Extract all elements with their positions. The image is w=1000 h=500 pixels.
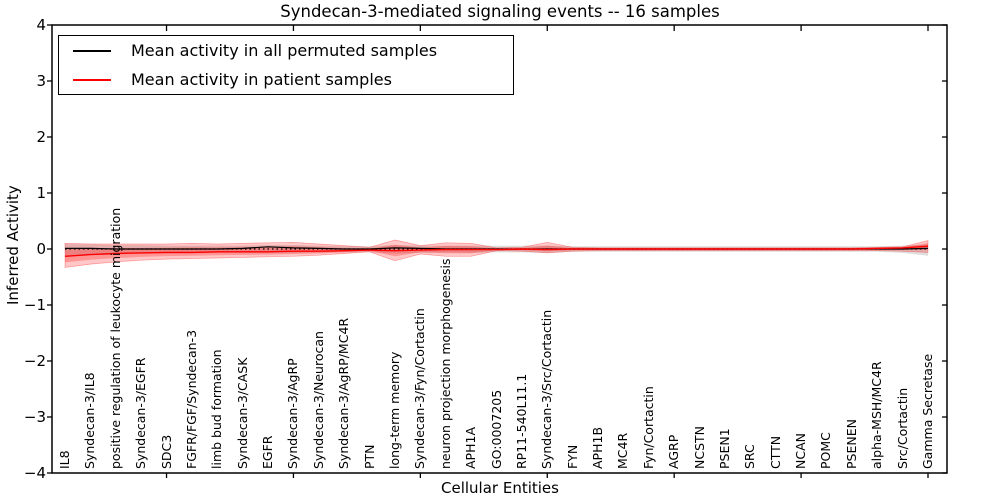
x-category-label: Syndecan-3/AgRP/MC4R xyxy=(336,317,352,469)
permuted-line-swatch xyxy=(73,49,111,52)
x-category-label: Src/Cortactin xyxy=(894,387,910,469)
x-category-label: neuron projection morphogenesis xyxy=(437,258,453,469)
x-category-label: positive regulation of leukocyte migrati… xyxy=(107,207,123,469)
x-category-label: APH1A xyxy=(463,427,479,469)
y-tick-label: −4 xyxy=(23,464,46,482)
x-category-label: EGFR xyxy=(260,435,276,469)
legend-label-permuted: Mean activity in all permuted samples xyxy=(131,41,438,60)
legend-label-patient: Mean activity in patient samples xyxy=(131,70,392,89)
y-tick-label: 4 xyxy=(36,16,46,34)
x-category-label: Syndecan-3/CASK xyxy=(234,357,250,469)
x-category-label: Syndecan-3/AgRP xyxy=(285,358,301,469)
x-category-label: GO:0007205 xyxy=(488,389,504,469)
x-category-label: alpha-MSH/MC4R xyxy=(869,361,885,469)
x-category-label: IL8 xyxy=(57,450,72,469)
x-category-label: Syndecan-3/IL8 xyxy=(82,372,98,469)
x-category-label: Gamma Secretase xyxy=(920,353,935,469)
y-tick-label: 0 xyxy=(36,240,46,258)
x-category-label: SRC xyxy=(742,444,758,469)
x-category-label: Syndecan-3/Src/Cortactin xyxy=(539,309,555,469)
x-category-label: POMC xyxy=(818,432,834,469)
x-category-label: PSENEN xyxy=(843,419,859,469)
x-category-label: NCAN xyxy=(793,433,809,469)
legend-row-permuted: Mean activity in all permuted samples xyxy=(59,36,513,65)
x-category-label: APH1B xyxy=(590,426,606,469)
y-tick-label: −1 xyxy=(23,296,46,314)
x-category-label: FYN xyxy=(564,444,580,469)
chart-title: Syndecan-3-mediated signaling events -- … xyxy=(280,2,720,21)
x-category-label: NCSTN xyxy=(691,426,707,469)
x-category-label: Syndecan-3/Fyn/Cortactin xyxy=(412,308,428,469)
x-category-label: long-term memory xyxy=(386,351,402,469)
x-category-label: Syndecan-3/EGFR xyxy=(133,357,149,469)
x-category-label: limb bud formation xyxy=(209,349,225,469)
legend-row-patient: Mean activity in patient samples xyxy=(59,65,513,94)
y-tick-label: −3 xyxy=(23,408,46,426)
x-category-label: CTTN xyxy=(767,435,783,469)
y-tick-label: 2 xyxy=(36,128,46,146)
y-tick-label: 1 xyxy=(36,184,46,202)
x-category-label: AGRP xyxy=(666,434,682,469)
patient-mean-line xyxy=(64,245,929,257)
x-category-label: SDC3 xyxy=(158,434,174,469)
x-category-label: Syndecan-3/Neurocan xyxy=(310,331,326,469)
x-category-label: PSEN1 xyxy=(716,428,732,469)
legend: Mean activity in all permuted samples Me… xyxy=(58,35,514,95)
x-category-label: RP11-540L11.1 xyxy=(513,373,529,469)
patient-line-swatch xyxy=(73,78,111,81)
x-category-label: MC4R xyxy=(615,432,631,469)
x-category-label: FGFR/FGF/Syndecan-3 xyxy=(183,329,199,469)
x-category-label: Fyn/Cortactin xyxy=(640,386,656,469)
y-tick-label: 3 xyxy=(36,72,46,90)
x-category-label: PTN xyxy=(361,444,377,469)
x-axis-title: Cellular Entities xyxy=(441,479,559,497)
y-tick-label: −2 xyxy=(23,352,46,370)
